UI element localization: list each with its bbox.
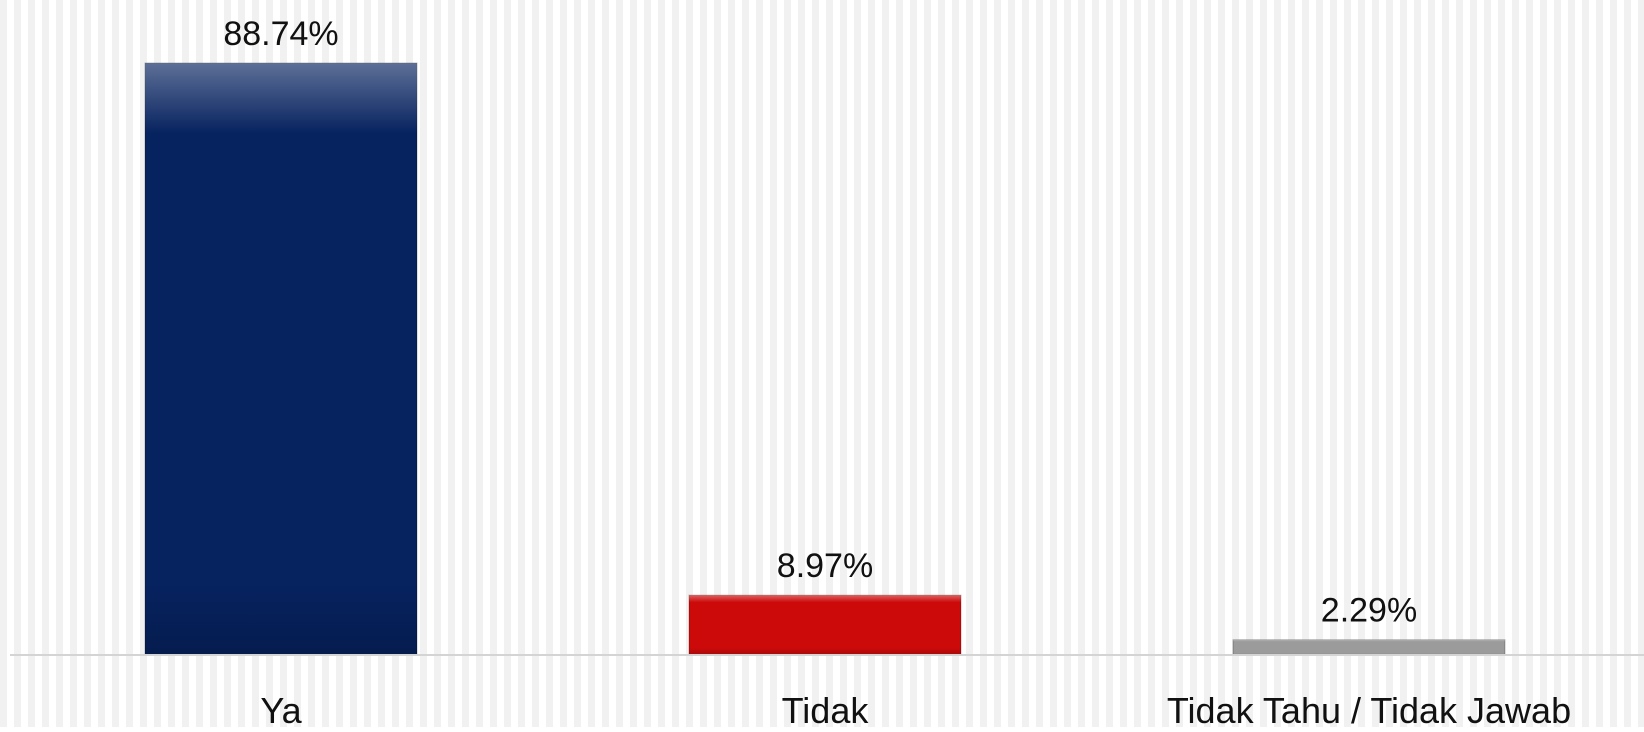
- bar-highlight: [689, 595, 961, 655]
- bar-group: [688, 594, 962, 656]
- bar-group: [1232, 639, 1506, 656]
- x-tick-label: Tidak Tahu / Tidak Jawab: [1167, 690, 1571, 727]
- x-tick-label: Tidak: [782, 690, 870, 727]
- bar-highlight: [145, 63, 417, 655]
- x-tick-label: Ya: [260, 690, 302, 727]
- labels-layer: 88.74% Ya 8.97% Tidak 2.29% Tidak Tahu / Tida…: [223, 15, 1571, 731]
- data-label: 2.29%: [1321, 592, 1417, 630]
- bar-highlight: [1233, 639, 1505, 655]
- bars-layer: [144, 62, 1506, 656]
- bar-group: [144, 62, 418, 656]
- data-label: 8.97%: [777, 547, 873, 585]
- data-label: 88.74%: [223, 15, 338, 53]
